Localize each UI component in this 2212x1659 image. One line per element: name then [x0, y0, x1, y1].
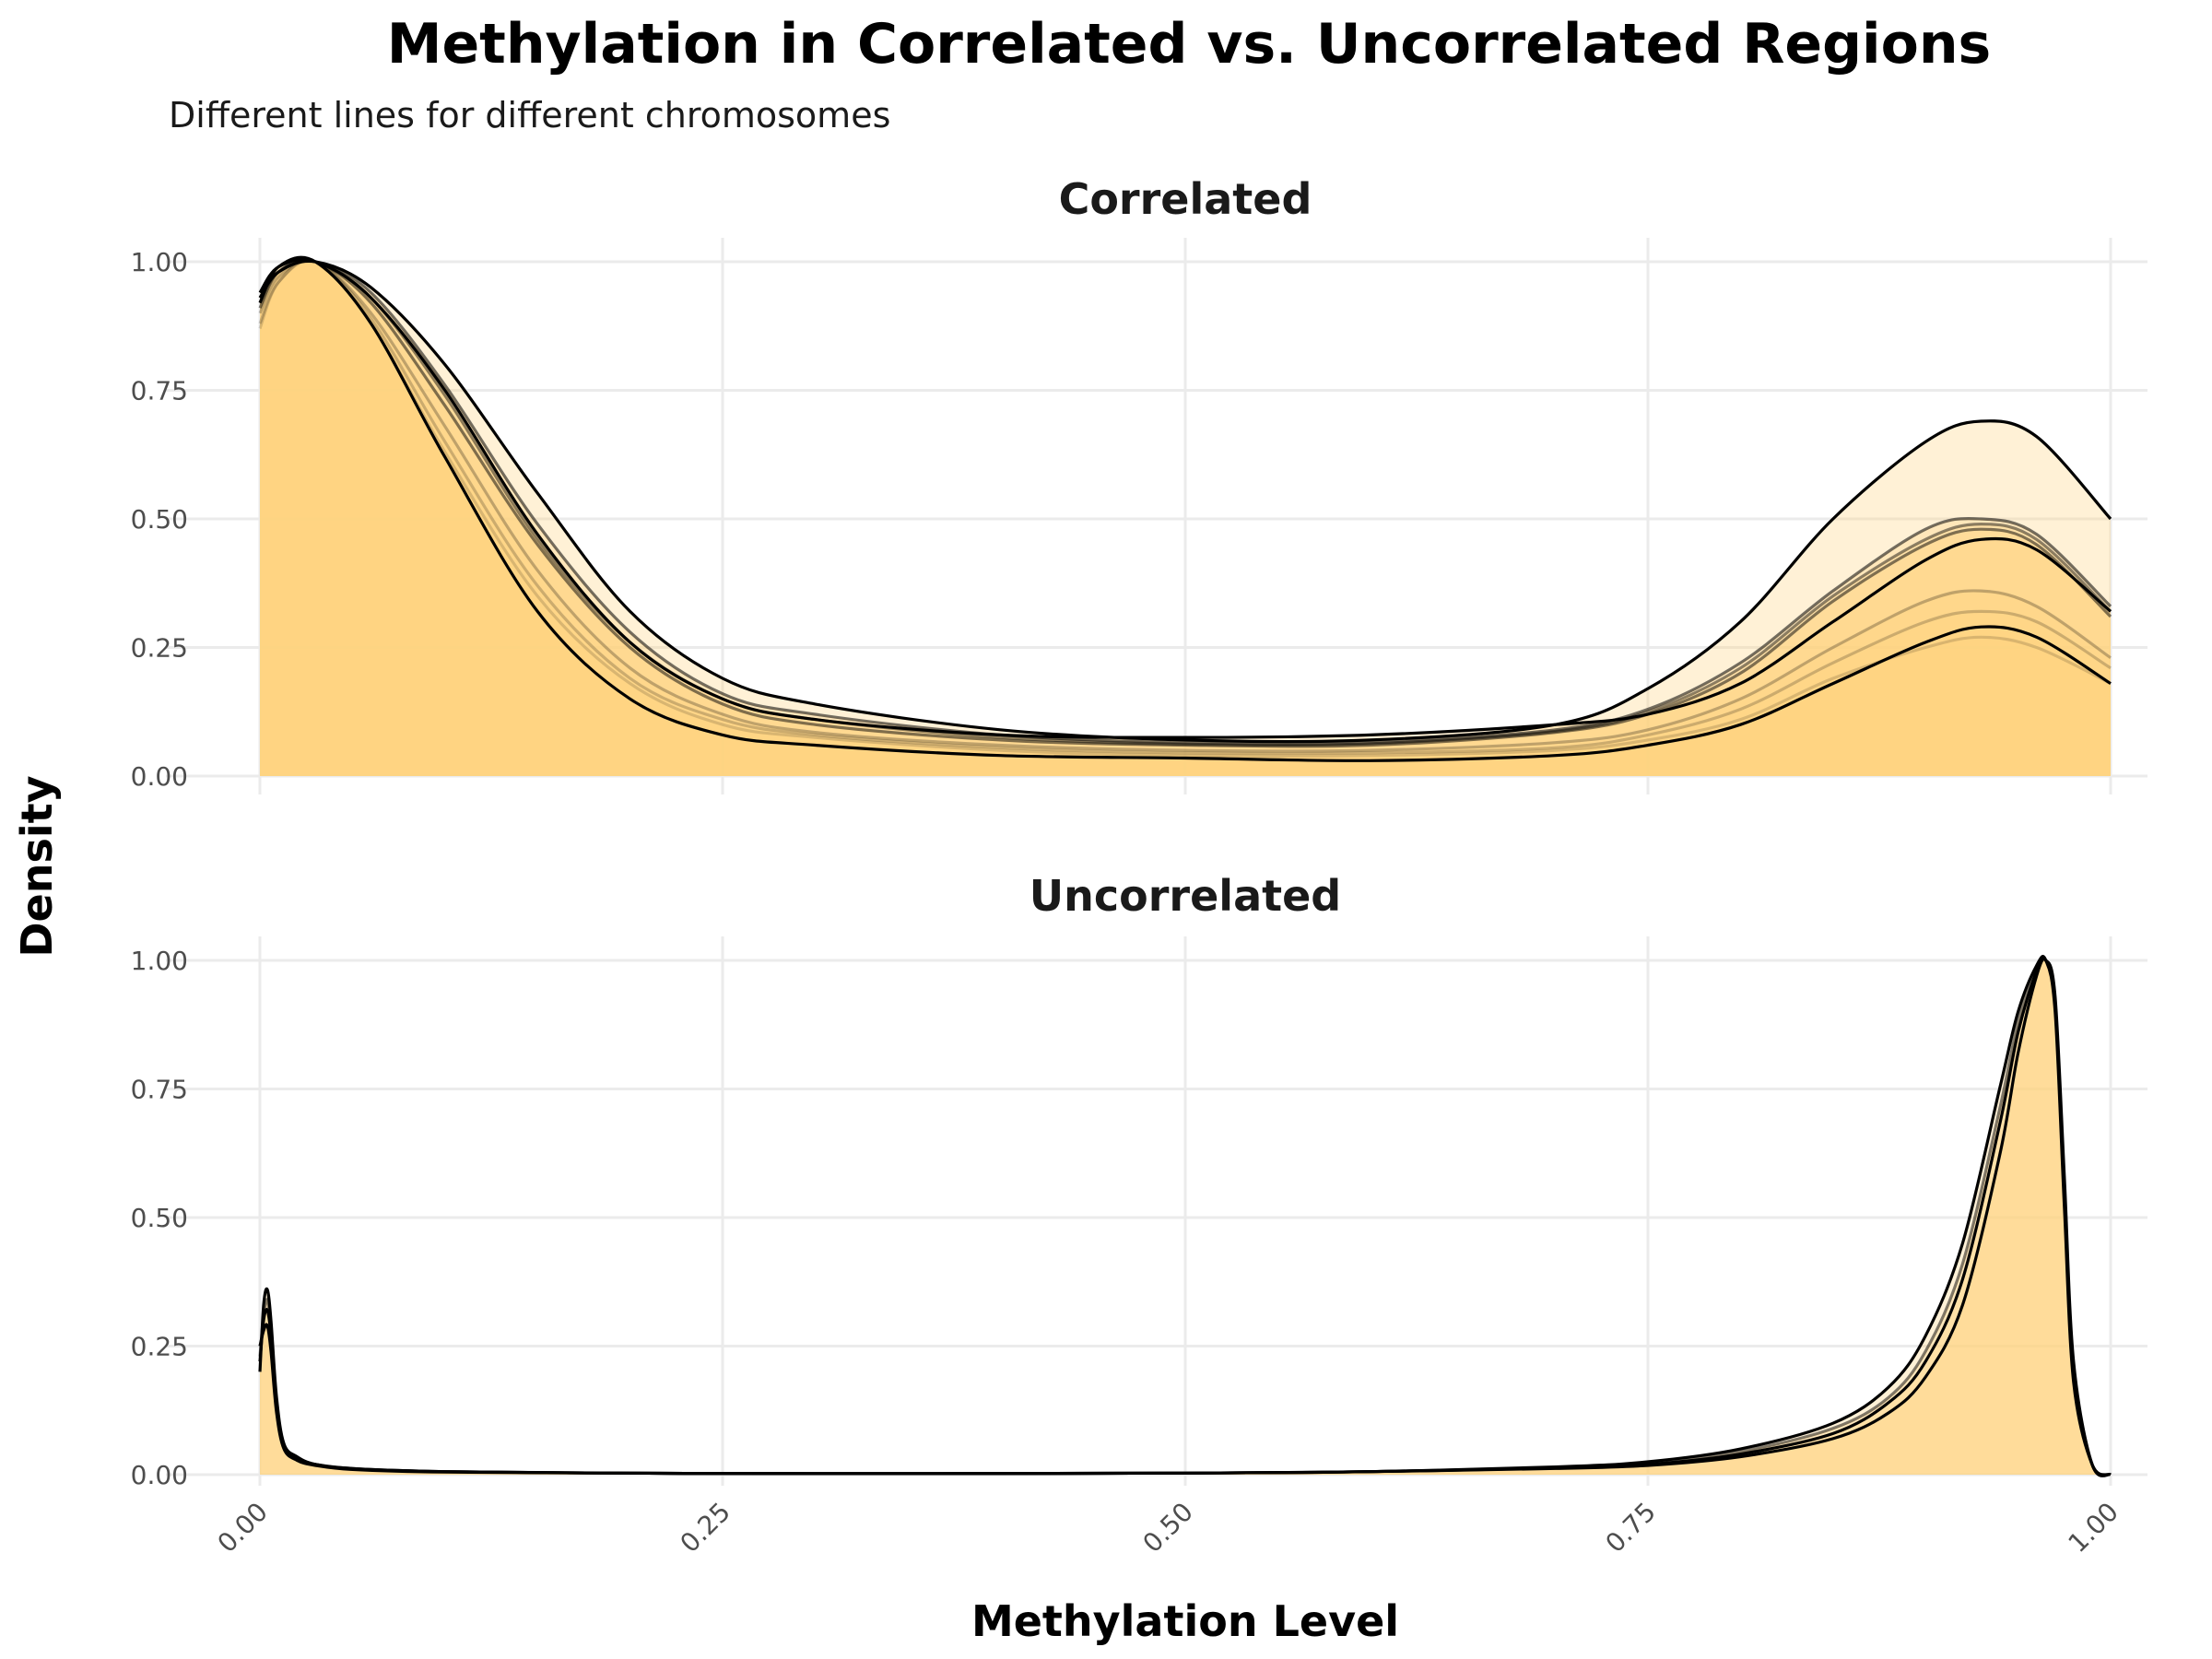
x-tick-label: 0.75: [1600, 1497, 1662, 1559]
correlated-y-tick-label: 1.00: [131, 247, 188, 277]
uncorrelated-y-tick-label: 0.25: [131, 1332, 188, 1362]
correlated-density-line-7: [258, 258, 2112, 753]
chart-title: Methylation in Correlated vs. Uncorrelat…: [387, 12, 1992, 76]
uncorrelated-y-tick-label: 0.00: [131, 1460, 188, 1490]
x-tick-label: 0.25: [675, 1497, 736, 1559]
facet-label-correlated: Correlated: [1059, 174, 1312, 224]
correlated-density-area-9: [260, 260, 2111, 777]
correlated-density-line-9: [258, 258, 2112, 758]
x-tick-label: 0.50: [1137, 1497, 1199, 1559]
uncorrelated-density-area-1: [260, 958, 2111, 1476]
uncorrelated-density-line-4: [258, 956, 2112, 1477]
uncorrelated-density-area-4: [260, 958, 2111, 1476]
y-axis-title: Density: [12, 775, 62, 957]
correlated-density-line-8: [258, 259, 2112, 756]
correlated-density-line-2: [258, 258, 2112, 739]
chart-subtitle: Different lines for different chromosome…: [169, 95, 890, 135]
correlated-density-area-4: [260, 261, 2111, 776]
uncorrelated-density-area-3: [260, 959, 2111, 1477]
correlated-y-tick-label: 0.75: [131, 376, 188, 406]
x-axis-title: Methylation Level: [971, 1596, 1399, 1646]
x-axis-ticks: 0.00 0.25 0.50 0.75 1.00: [212, 1497, 2124, 1559]
uncorrelated-density-area-2: [260, 956, 2111, 1476]
correlated-density-area-5: [260, 260, 2111, 776]
correlated-density-line-5: [258, 258, 2112, 748]
correlated-density-area-3: [260, 257, 2111, 776]
correlated-density-line-6: [258, 259, 2112, 747]
correlated-density-area-6: [260, 260, 2111, 777]
correlated-density-area-2: [260, 259, 2111, 776]
correlated-density-line-4: [258, 259, 2112, 746]
x-tick-label: 1.00: [2063, 1497, 2124, 1559]
facet-label-uncorrelated: Uncorrelated: [1030, 871, 1341, 921]
correlated-density-area-1: [260, 261, 2111, 776]
panel-correlated: Correlated 0.00 0.25 0.50 0.75 1.00: [131, 174, 2147, 794]
correlated-density-area-7: [260, 260, 2111, 776]
uncorrelated-y-tick-label: 0.75: [131, 1075, 188, 1105]
x-tick-label: 0.00: [212, 1497, 274, 1559]
correlated-density-area-8: [260, 260, 2111, 776]
correlated-density-line-3: [258, 255, 2112, 762]
uncorrelated-y-tick-label: 1.00: [131, 946, 188, 976]
uncorrelated-y-tick-label: 0.50: [131, 1203, 188, 1233]
correlated-y-tick-label: 0.00: [131, 761, 188, 792]
correlated-y-tick-label: 0.50: [131, 504, 188, 535]
panel-uncorrelated: Uncorrelated 0.00 0.25 0.50 0.75 1.00: [131, 871, 2147, 1490]
correlated-y-tick-label: 0.25: [131, 633, 188, 664]
